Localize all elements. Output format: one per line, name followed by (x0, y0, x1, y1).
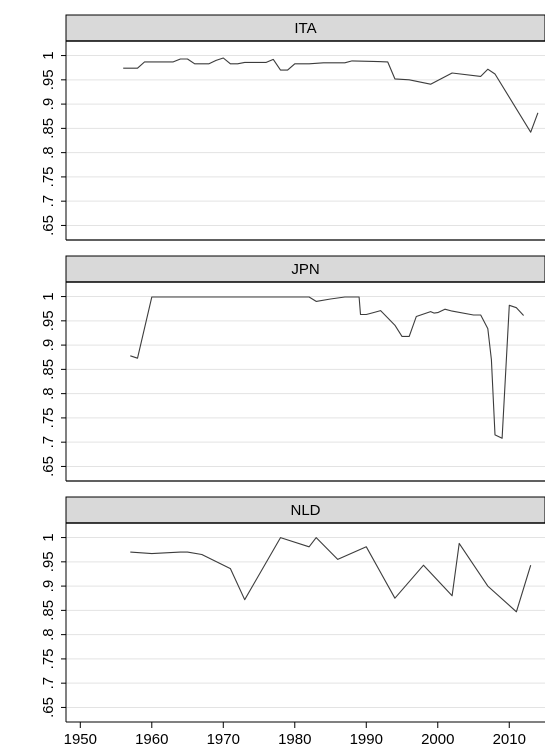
y-tick-label: .85 (40, 600, 57, 621)
x-tick-label: 1970 (207, 731, 240, 748)
y-tick-label: .8 (40, 387, 57, 400)
y-tick-label: .65 (40, 697, 57, 718)
y-tick-label: .7 (40, 436, 57, 449)
y-tick-label: .65 (40, 215, 57, 236)
y-tick-label: 1 (40, 51, 57, 59)
y-tick-label: .85 (40, 359, 57, 380)
panel-ita: ITA .65 .7 .75 .8 .85 .9 .95 1 (40, 14, 545, 241)
panel-nld: NLD .65 .7 .75 .8 .85 .9 .95 1 (40, 496, 545, 722)
y-tick-label: .75 (40, 166, 57, 187)
y-tick-label: .7 (40, 195, 57, 208)
y-tick-label: .9 (40, 98, 57, 111)
x-tick-label: 1960 (135, 731, 168, 748)
series-line-jpn (130, 296, 525, 439)
plot-area (66, 523, 545, 722)
y-tick-label: .9 (40, 339, 57, 352)
x-tick-label: 1980 (278, 731, 311, 748)
plot-area (66, 41, 545, 240)
y-tick-label: .8 (40, 146, 57, 159)
y-tick-label: .95 (40, 551, 57, 572)
panels-group: ITA .65 .7 .75 .8 .85 .9 .95 1 JPN .65 .7 .75 .8 .85 .9… (40, 14, 545, 722)
series-line-nld (130, 537, 532, 613)
y-tick-label: .75 (40, 407, 57, 428)
y-tick-label: .75 (40, 648, 57, 669)
x-axis: 1950 1960 1970 1980 1990 2000 2010 (64, 721, 545, 748)
panel-title: JPN (291, 261, 319, 278)
plot-area (66, 282, 545, 481)
panel-strip (65, 496, 545, 524)
x-tick-label: 2010 (493, 731, 526, 748)
x-tick-label: 1990 (350, 731, 383, 748)
y-tick-label: .9 (40, 580, 57, 593)
panel-jpn: JPN .65 .7 .75 .8 .85 .9 .95 1 (40, 255, 545, 482)
y-tick-label: .65 (40, 456, 57, 477)
y-tick-label: 1 (40, 533, 57, 541)
panel-title: NLD (290, 502, 320, 519)
y-tick-label: .85 (40, 118, 57, 139)
y-tick-label: .95 (40, 310, 57, 331)
y-tick-label: .8 (40, 628, 57, 641)
panel-title: ITA (294, 20, 316, 37)
series-line-ita (123, 57, 539, 133)
panel-strip (65, 255, 545, 283)
x-tick-label: 2000 (421, 731, 454, 748)
y-tick-label: .95 (40, 69, 57, 90)
x-tick-label: 1950 (64, 731, 97, 748)
y-tick-label: .7 (40, 677, 57, 690)
panel-strip (65, 14, 545, 42)
y-tick-label: 1 (40, 292, 57, 300)
